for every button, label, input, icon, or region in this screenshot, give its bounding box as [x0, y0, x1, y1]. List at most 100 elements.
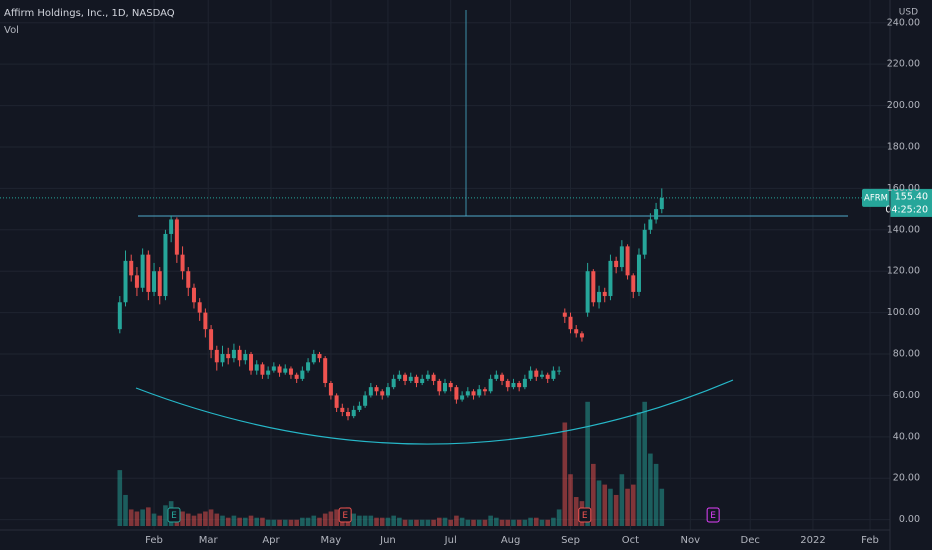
volume-bar [317, 517, 322, 526]
volume-bar [254, 517, 260, 526]
volume-bar [556, 509, 562, 526]
volume-bar [322, 513, 328, 526]
volume-bar [214, 513, 220, 526]
volume-bar [448, 519, 454, 526]
volume-bar [357, 515, 362, 526]
candle-body [197, 302, 202, 313]
candle-body [608, 260, 613, 297]
volume-bar [368, 515, 374, 526]
candle-body [288, 368, 293, 375]
x-tick-label: Apr [262, 535, 280, 546]
candle-body [482, 389, 487, 392]
x-tick-label: Feb [861, 535, 879, 546]
candle-body [152, 271, 157, 292]
candle-body [408, 376, 413, 381]
volume-bar [516, 519, 522, 526]
candle-body [494, 374, 499, 379]
volume-bar [185, 513, 191, 526]
volume-bar [117, 470, 123, 526]
candle-body [140, 254, 145, 288]
volume-bar [265, 519, 271, 526]
volume-pane [117, 401, 665, 526]
volume-bar [528, 517, 533, 526]
volume-bar [648, 453, 653, 526]
y-tick-label: 80.00 [893, 349, 920, 360]
candle-body [146, 254, 151, 292]
x-tick-label: Dec [741, 535, 760, 546]
volume-bar [545, 519, 550, 526]
candle-body [231, 349, 236, 359]
volume-bar [180, 511, 185, 526]
candle-body [654, 209, 659, 220]
volume-bar [511, 519, 516, 526]
y-tick-label: 100.00 [887, 307, 920, 318]
volume-bar [402, 519, 408, 526]
price-label: 155.40 [895, 191, 928, 202]
volume-bar [454, 515, 459, 526]
candle-body [300, 370, 305, 379]
symbol-label: AFRM [864, 193, 888, 203]
x-tick-label: Jul [444, 535, 457, 546]
volume-bar [260, 517, 265, 526]
volume-bar [203, 511, 208, 526]
volume-bar [237, 517, 242, 526]
volume-bar [522, 519, 528, 526]
price-tag [890, 188, 932, 217]
volume-bar [465, 519, 471, 526]
volume-bar [630, 484, 636, 526]
currency: USD [899, 8, 918, 18]
candle-body [311, 354, 316, 363]
candle-body [249, 354, 254, 371]
volume-bar [494, 517, 499, 526]
y-tick-label: 240.00 [887, 17, 920, 28]
volume-bar [294, 519, 299, 526]
candle-body [454, 387, 459, 400]
candle-body [334, 395, 339, 408]
candle-body [591, 271, 596, 303]
volume-label: Vol [4, 25, 19, 36]
candle-body [226, 354, 231, 359]
volume-bar [140, 509, 145, 526]
candle-body [619, 246, 624, 268]
volume-bar [146, 507, 151, 526]
candle-body [414, 376, 419, 384]
drawings [135, 10, 848, 445]
volume-bar [225, 517, 231, 526]
candle-body [642, 229, 647, 255]
countdown-label: 04:25:20 [885, 204, 928, 215]
cup-curve [135, 379, 734, 445]
volume-bar [488, 515, 493, 526]
candle-body [180, 254, 185, 272]
x-tick-label: 2022 [800, 535, 825, 546]
volume-bar [653, 463, 659, 526]
x-tick-label: Feb [145, 535, 163, 546]
volume-bar [602, 484, 608, 526]
volume-bar [625, 488, 630, 526]
volume-bar [568, 474, 573, 526]
candle-body [254, 364, 259, 371]
volume-bar [505, 519, 511, 526]
candle-body [614, 260, 619, 268]
volume-bar [128, 509, 134, 526]
candle-body [214, 349, 219, 363]
candle-body [266, 370, 271, 375]
volume-bar [414, 519, 419, 526]
candle-body [323, 358, 328, 384]
candle-body [209, 329, 214, 350]
volume-bar [328, 511, 334, 526]
candle-body [522, 378, 527, 388]
volume-bar [613, 494, 619, 526]
y-tick-label: 0.00 [899, 514, 920, 525]
volume-bar [362, 515, 368, 526]
y-tick-label: 200.00 [887, 100, 920, 111]
volume-bar [391, 515, 396, 526]
candle-body [465, 391, 470, 396]
candle-body [328, 383, 333, 396]
volume-bar [123, 494, 128, 526]
candle-body [123, 260, 128, 303]
candle-body [420, 378, 425, 384]
candles [117, 188, 664, 421]
y-tick-label: 140.00 [887, 224, 920, 235]
volume-bar [471, 519, 476, 526]
